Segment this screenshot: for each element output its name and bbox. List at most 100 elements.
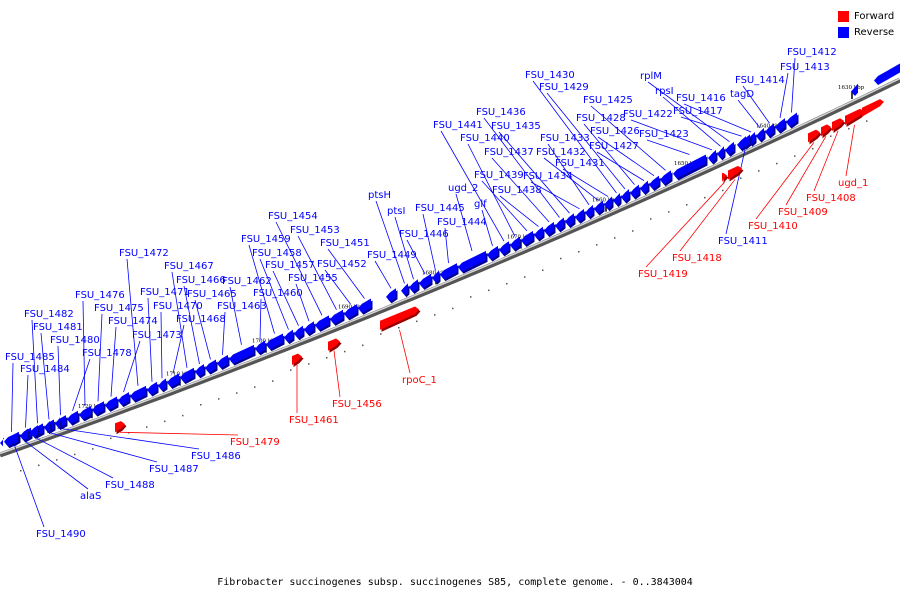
gene-FSU_1461[interactable] [292,353,302,365]
forward-swatch [838,11,849,22]
gene-FSU_1418[interactable] [728,165,742,180]
leader-FSU_1444 [444,227,449,264]
gene-FSU_1441[interactable] [499,241,509,255]
gene-FSU_1455[interactable] [304,321,314,335]
gene-FSU_1444[interactable] [440,263,457,280]
gene-ptsH[interactable] [401,283,408,296]
gene-FSU_1409[interactable] [821,124,831,137]
gene-ugd_1[interactable] [845,108,864,125]
gene-FSU_1429[interactable] [621,189,629,202]
dot-mark [848,127,850,130]
gene-rpoC_1[interactable] [380,306,419,330]
gene-FSU_1423[interactable] [673,154,706,179]
gene-FSU_1410[interactable] [808,129,820,143]
gene-FSU_1438[interactable] [534,226,543,240]
gene-FSU_1437[interactable] [544,221,554,236]
gene-FSU_1408[interactable] [832,118,844,132]
gene-FSU_1430[interactable] [613,193,620,206]
gene-alaS[interactable] [20,428,28,441]
gene-FSU_1460[interactable] [255,340,265,354]
dot-mark [830,135,832,137]
gene-FSU_1453[interactable] [330,309,343,324]
dot-mark [452,307,454,310]
gene-FSU_1462[interactable] [229,344,254,364]
gene-FSU_1459[interactable] [266,333,283,350]
gene-tagD[interactable] [756,127,764,141]
gene-label-FSU_1429: FSU_1429 [539,82,589,93]
gene-FSU_1411[interactable] [741,134,750,148]
gene-FSU_1432[interactable] [594,200,603,214]
gene-glf[interactable] [487,245,498,260]
leader-FSU_1418 [679,179,736,252]
gene-rpsI[interactable] [717,146,724,159]
gene-ugd_2[interactable] [458,250,486,272]
gene-label-FSU_1453: FSU_1453 [290,225,340,236]
gene-FSU_1446[interactable] [419,273,431,288]
gene-FSU_1473[interactable] [118,392,129,406]
leader-FSU_1430 [532,80,617,194]
gene-label-FSU_1459: FSU_1459 [241,234,291,245]
gene-FSU_1451[interactable] [358,298,371,313]
gene-FSU_1422[interactable] [708,149,716,163]
gene-FSU_1465[interactable] [205,359,216,373]
gene-FSU_1414[interactable] [765,123,774,137]
gene-FSU_1457[interactable] [294,325,303,339]
gene-label-FSU_1430: FSU_1430 [525,70,575,81]
gene-FSU_1478[interactable] [67,410,78,424]
gene-FSU_1452[interactable] [344,304,357,319]
gene-FSU_1435[interactable] [565,213,574,227]
gene-FSU_1454[interactable] [315,315,329,330]
gene-FSU_1436[interactable] [555,217,564,231]
gene-FSU_1474[interactable] [105,396,117,410]
gene-FSU_1471[interactable] [147,381,157,395]
gene-FSU_1472[interactable] [130,385,146,401]
gene-FSU_1456[interactable] [328,338,340,351]
gene-labels: FSU_1412FSU_1413FSU_1414tagDFSU_1416FSU_… [5,47,868,540]
gene-FSU_1490[interactable] [10,432,18,444]
leader-FSU_1441 [440,130,505,242]
gene-rplM[interactable] [725,141,734,155]
gene-FSU_1428[interactable] [630,184,639,198]
gene-FSU_1439[interactable] [521,230,533,246]
gene-label-FSU_1438: FSU_1438 [492,185,542,196]
gene-FSU_1445[interactable] [432,270,439,283]
dot-mark [794,155,796,157]
leader-FSU_1431 [562,168,609,197]
gene-label-FSU_1445: FSU_1445 [415,203,465,214]
gene-FSU_1412[interactable] [786,112,797,127]
gene-FSU_1426[interactable] [649,175,659,190]
leader-FSU_1439 [481,180,528,232]
gene-FSU_1467[interactable] [180,367,194,383]
gene-FSU_1419[interactable] [722,172,727,183]
gene-FSU_1470[interactable] [158,378,166,391]
gene-FSU_1433[interactable] [585,204,593,218]
gene-FSU_1413[interactable] [775,118,785,132]
gene-FSU_1463[interactable] [217,354,228,369]
gene-FSU_1488[interactable] [30,425,38,437]
gene-FSU_1449[interactable] [386,288,396,302]
legend-reverse: Reverse [838,25,900,40]
gene-FSU_1458[interactable] [284,329,293,343]
gene-ptsI[interactable] [409,279,418,292]
gene-FSU_1434[interactable] [575,208,584,222]
gene-label-FSU_1473: FSU_1473 [132,330,182,341]
leader-glf [481,209,493,246]
gene-FSU_1475[interactable] [92,401,104,415]
gene-FSU_1440[interactable] [510,236,520,250]
gene-FSU_1425[interactable] [660,170,671,185]
gene-label-ugd_2: ugd_2 [448,183,478,194]
gene-FSU_1479[interactable] [115,421,125,433]
gene-label-FSU_1456: FSU_1456 [332,399,382,410]
gene-FSU_1468[interactable] [167,373,179,387]
dot-mark [686,204,688,206]
leader-FSU_1432 [543,157,599,201]
gene-FSU_1427[interactable] [640,180,648,194]
leader-FSU_1437 [491,157,550,223]
leader-FSU_1408 [813,130,839,192]
gene-FSU_1476[interactable] [79,406,91,420]
gene-FSU_1431[interactable] [604,196,612,210]
gene-FSU_1466[interactable] [195,364,204,377]
gene-FSU_1486[interactable] [55,417,60,429]
tick-label: 1680 kbp [422,270,449,276]
gene-FSU_1487[interactable] [44,420,50,432]
